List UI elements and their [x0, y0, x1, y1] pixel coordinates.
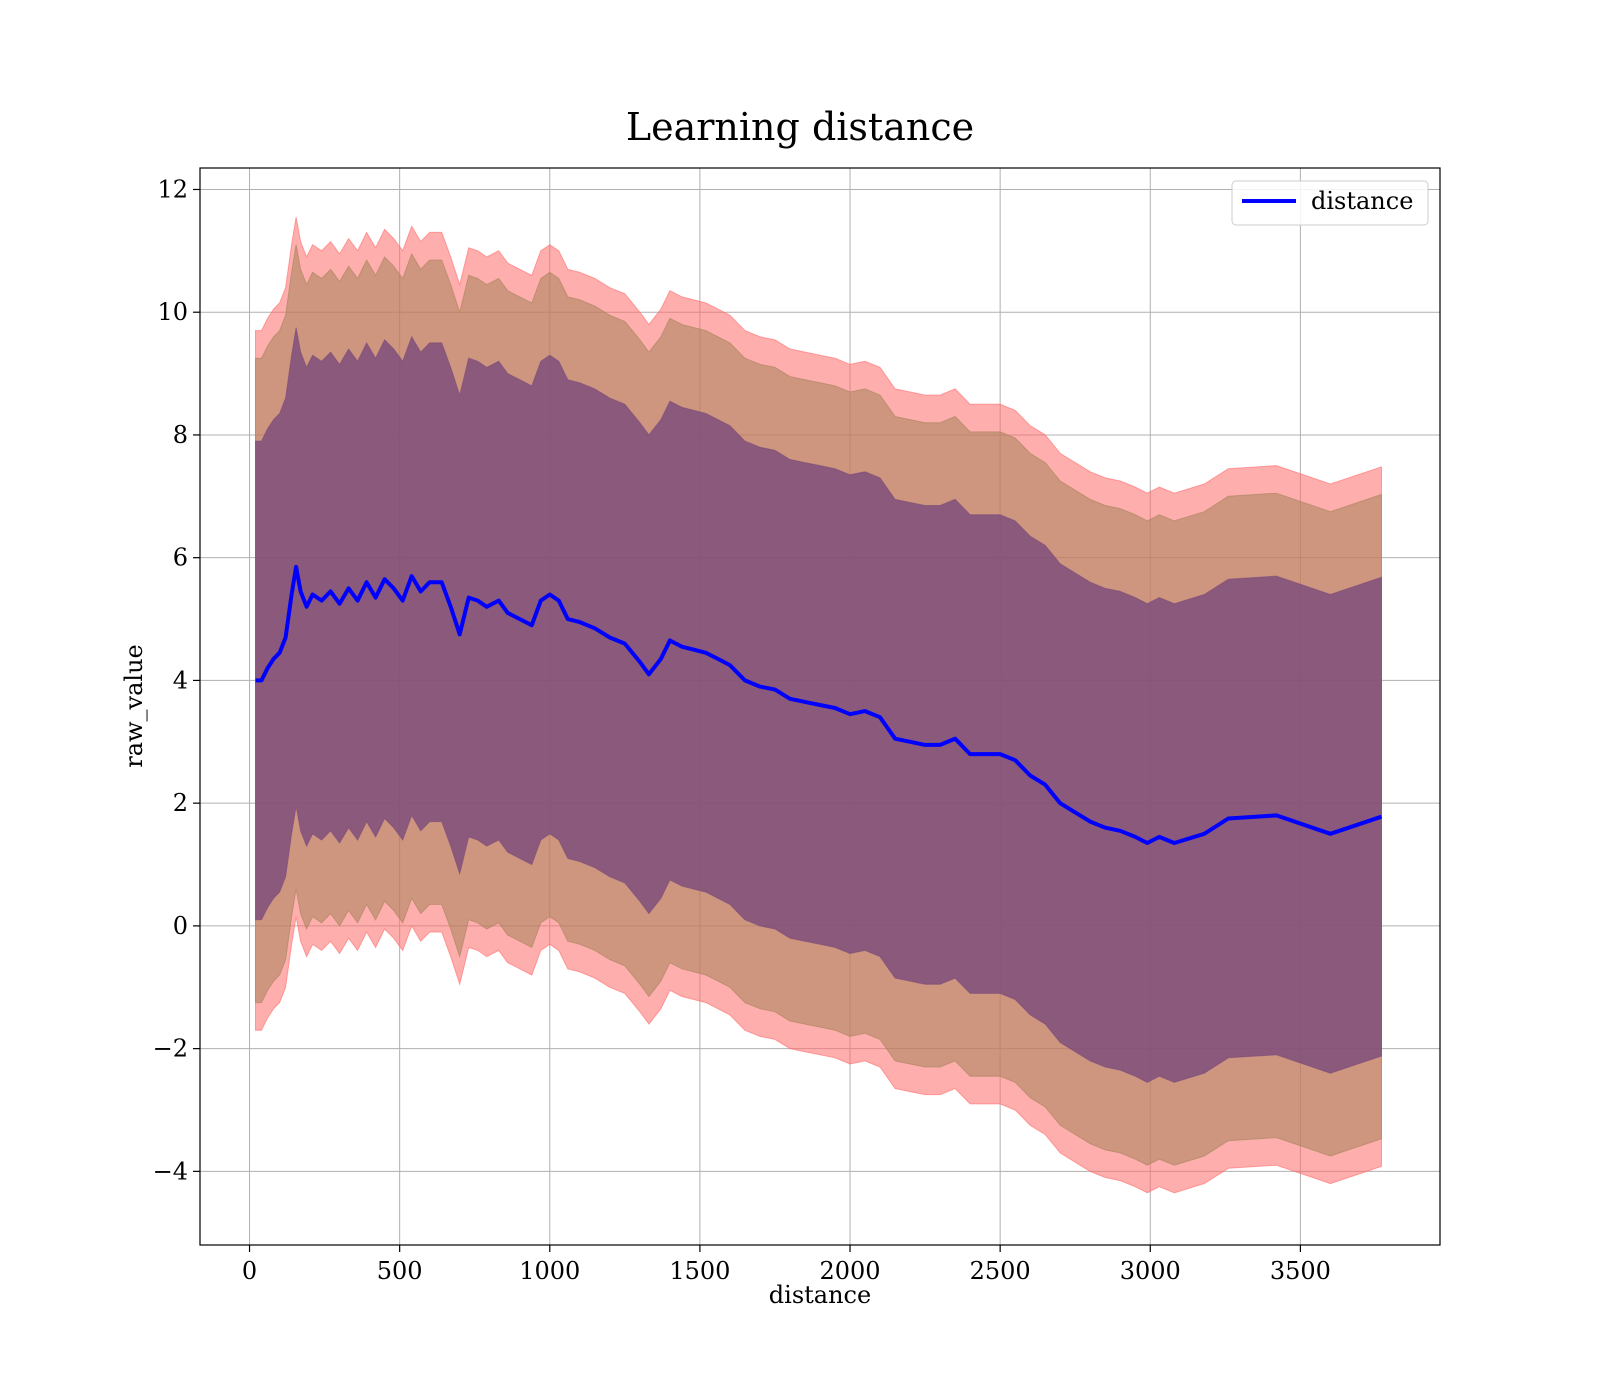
- legend-label-distance: distance: [1311, 187, 1413, 215]
- y-tick-label: −4: [153, 1157, 188, 1185]
- x-tick-label: 2500: [970, 1257, 1031, 1285]
- x-axis-ticks: 0 500 1000 1500 2000 2500 3000 3500: [242, 1245, 1331, 1285]
- x-tick-label: 1000: [519, 1257, 580, 1285]
- y-tick-label: 12: [157, 175, 188, 203]
- x-tick-label: 1500: [669, 1257, 730, 1285]
- series-line-distance: [255, 564, 1383, 845]
- y-tick-label: 4: [173, 666, 188, 694]
- chart-title: Learning distance: [626, 105, 974, 149]
- x-axis-label: distance: [769, 1281, 871, 1309]
- x-tick-label: 3500: [1270, 1257, 1331, 1285]
- x-tick-label: 0: [242, 1257, 257, 1285]
- y-tick-label: 2: [173, 789, 188, 817]
- y-tick-label: 8: [173, 421, 188, 449]
- line-area: [255, 564, 1383, 845]
- legend-box: [1231, 180, 1429, 226]
- x-tick-label: 500: [377, 1257, 423, 1285]
- plot-frame: [199, 167, 1441, 1246]
- x-tick-label: 2000: [819, 1257, 880, 1285]
- legend: distance: [1231, 180, 1429, 226]
- y-tick-label: 6: [173, 544, 188, 572]
- x-tick-label: 3000: [1120, 1257, 1181, 1285]
- y-tick-label: 0: [173, 912, 188, 940]
- y-axis-label: raw_value: [120, 644, 148, 768]
- y-tick-label: −2: [153, 1035, 188, 1063]
- y-tick-label: 10: [157, 298, 188, 326]
- y-axis-ticks: −4 −2 0 2 4 6 8 10 12: [153, 175, 200, 1185]
